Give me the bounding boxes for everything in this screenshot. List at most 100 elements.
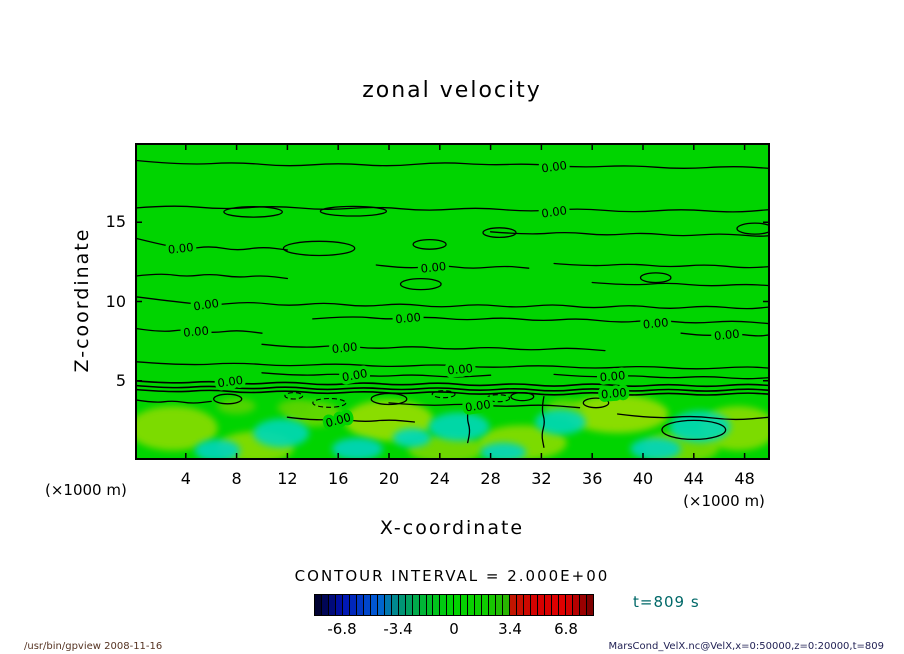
contour-line <box>135 205 770 213</box>
colorbar-segment <box>348 595 356 615</box>
x-axis-units: (×1000 m) <box>683 492 765 510</box>
colorbar-segment <box>481 595 489 615</box>
x-tick-label: 28 <box>480 469 501 488</box>
contour-label: 0.00 <box>713 326 740 343</box>
contour-line <box>261 372 492 378</box>
contour-line <box>375 264 530 269</box>
contour-line <box>135 273 289 280</box>
contour-interval-text: CONTOUR INTERVAL = 2.000E+00 <box>294 567 610 585</box>
contour-line <box>135 380 770 388</box>
contour-label: 0.00 <box>167 240 194 257</box>
contour-label: 0.00 <box>331 339 358 356</box>
colorbar-segment <box>502 595 510 615</box>
contour-line <box>135 384 770 392</box>
colorbar-tick-label: 6.8 <box>554 620 578 638</box>
colorbar-segment <box>509 595 517 615</box>
colorbar-segment <box>369 595 377 615</box>
colorbar <box>314 594 594 616</box>
x-tick-label: 32 <box>531 469 552 488</box>
x-tick-label: 8 <box>231 469 242 488</box>
contour-loop <box>661 419 727 441</box>
contour-line <box>591 281 770 287</box>
colorbar-segment <box>488 595 496 615</box>
field-patch <box>428 412 490 442</box>
field-patch <box>194 439 241 460</box>
field-patch <box>480 442 527 460</box>
contour-line <box>312 316 770 325</box>
field-patch <box>253 418 309 448</box>
colorbar-segment <box>362 595 370 615</box>
contour-label: 0.00 <box>599 368 626 384</box>
field-patch <box>331 437 383 460</box>
y-tick-label: 5 <box>115 370 126 390</box>
plot-frame <box>135 143 770 460</box>
contour-line <box>286 416 416 423</box>
contour-line <box>466 403 471 444</box>
colorbar-segment <box>376 595 384 615</box>
x-tick-label: 20 <box>378 469 400 488</box>
field-patch <box>277 399 311 416</box>
field-patch <box>535 409 586 435</box>
x-tick-label: 48 <box>734 469 755 488</box>
contour-loop <box>370 392 408 406</box>
field-patch <box>135 406 218 451</box>
contour-loop <box>319 205 388 217</box>
contour-plot: 0.000.000.000.000.000.00 0.000.00 0.000.00… <box>135 143 770 460</box>
field-patch <box>217 398 256 414</box>
colorbar-tick-label: -3.4 <box>383 620 413 638</box>
colorbar-tick-label: -6.8 <box>327 620 357 638</box>
contour-loop <box>399 277 442 291</box>
contour-line <box>553 373 770 380</box>
contour-line <box>135 159 770 170</box>
x-tick-label: 44 <box>683 469 704 488</box>
contour-label: 0.00 <box>600 385 627 401</box>
colorbar-segment <box>474 595 482 615</box>
contour-line <box>135 327 263 334</box>
colorbar-segment <box>320 595 328 615</box>
colorbar-segment <box>425 595 433 615</box>
contour-loop <box>582 397 610 409</box>
contour-label: 0.00 <box>642 315 669 331</box>
contour-label: 0.00 <box>395 310 422 326</box>
contour-loop <box>223 206 283 218</box>
colorbar-segment <box>557 595 565 615</box>
contour-line <box>388 402 581 409</box>
colorbar-segment <box>341 595 349 615</box>
x-tick-label: 16 <box>328 469 349 488</box>
y-tick-label: 10 <box>105 291 126 311</box>
contour-loop <box>736 222 770 235</box>
contour-loop <box>282 240 356 257</box>
field-patch <box>630 437 682 460</box>
x-tick-label: 12 <box>277 469 298 488</box>
colorbar-segment <box>432 595 440 615</box>
contour-loop <box>482 227 517 239</box>
colorbar-segment <box>571 595 579 615</box>
colorbar-segment <box>550 595 558 615</box>
contour-label: 0.00 <box>447 361 474 377</box>
x-axis-label: X-coordinate <box>379 517 525 539</box>
colorbar-segment <box>334 595 342 615</box>
contour-loop <box>412 238 447 250</box>
contour-line <box>489 231 770 237</box>
colorbar-segment <box>418 595 426 615</box>
footer-command-text: /usr/bin/gpview 2008-11-16 <box>24 641 163 652</box>
colorbar-segment <box>578 595 586 615</box>
contour-line <box>616 413 770 421</box>
contour-loop <box>639 272 672 284</box>
contour-loop <box>213 393 243 405</box>
negative-contour-loop <box>312 397 347 408</box>
x-tick-label: 24 <box>429 469 450 488</box>
colorbar-segment <box>585 595 593 615</box>
colorbar-segment <box>411 595 419 615</box>
contour-line <box>135 237 289 251</box>
contour-line <box>680 332 770 337</box>
page-title: zonal velocity <box>362 78 542 103</box>
contour-loop <box>510 391 535 402</box>
colorbar-segment <box>327 595 335 615</box>
footer-source-text: MarsCond_VelX.nc@VelX,x=0:50000,z=0:2000… <box>608 641 884 652</box>
colorbar-segment <box>516 595 524 615</box>
colorbar-segment <box>467 595 475 615</box>
colorbar-segment <box>530 595 537 615</box>
x-tick-label: 4 <box>180 469 191 488</box>
contour-line <box>135 388 770 396</box>
